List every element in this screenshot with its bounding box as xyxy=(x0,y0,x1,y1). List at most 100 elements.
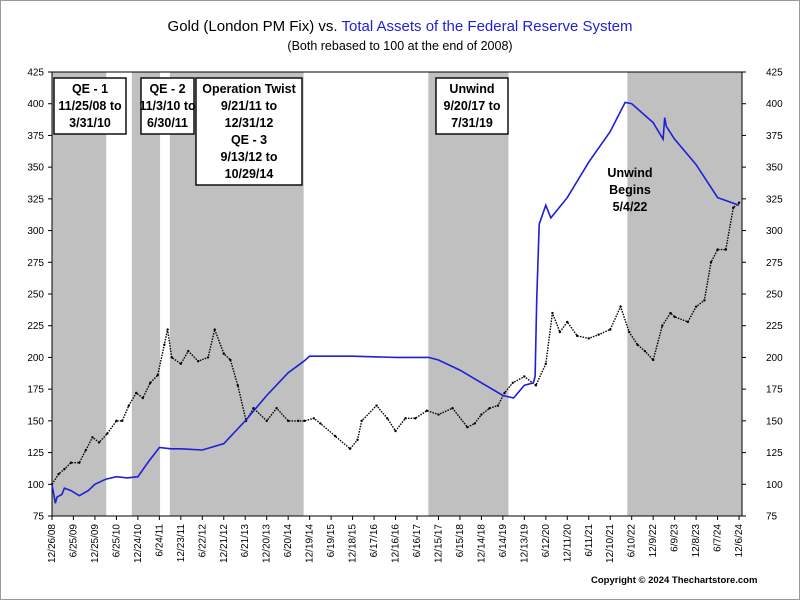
x-tick-label: 12/19/14 xyxy=(305,524,316,563)
annotation-text: 3/31/10 xyxy=(69,116,111,130)
x-tick-label: 6/9/23 xyxy=(670,524,681,552)
y-tick-label-left: 375 xyxy=(27,131,44,142)
annotation-text: Unwind xyxy=(607,166,652,180)
series-gold-point xyxy=(686,320,690,324)
annotation-text: Operation Twist xyxy=(202,82,296,96)
series-gold-point xyxy=(265,419,268,423)
series-gold-point xyxy=(222,352,225,355)
annotation-text: QE - 1 xyxy=(72,82,108,96)
series-gold-point xyxy=(437,413,440,416)
annotation-4: Unwind 9/20/17 to 7/31/19 xyxy=(435,77,509,135)
series-gold-point xyxy=(135,391,138,395)
series-gold-point xyxy=(451,406,454,410)
x-tick-label: 6/19/15 xyxy=(326,524,337,558)
series-gold-point xyxy=(488,406,491,410)
annotation-text: 5/4/22 xyxy=(613,200,648,214)
annotation-text: QE - 2 xyxy=(149,82,185,96)
series-gold-point xyxy=(558,330,562,334)
series-gold-point xyxy=(414,417,417,420)
series-gold-point xyxy=(166,328,169,331)
y-tick-label-left: 225 xyxy=(27,321,44,332)
series-gold-point xyxy=(120,419,124,423)
y-tick-label-left: 400 xyxy=(27,99,44,110)
series-gold-point xyxy=(694,305,698,308)
x-tick-label: 12/23/11 xyxy=(176,524,187,563)
series-gold-point xyxy=(360,419,363,423)
x-tick-label: 12/11/20 xyxy=(562,524,573,563)
series-gold-point xyxy=(57,472,60,476)
x-tick-label: 6/24/11 xyxy=(154,524,165,557)
annotation-text: 6/30/11 xyxy=(147,116,188,130)
y-tick-label-right: 350 xyxy=(766,163,783,174)
chart-subtitle: (Both rebased to 100 at the end of 2008) xyxy=(287,39,513,53)
x-tick-label: 6/7/24 xyxy=(713,524,724,552)
series-gold-point xyxy=(480,413,483,416)
series-gold-point xyxy=(63,467,66,471)
series-gold-point xyxy=(275,406,278,410)
series-gold-point xyxy=(229,358,232,362)
y-tick-label-left: 200 xyxy=(27,353,44,364)
series-gold-point xyxy=(170,356,173,359)
y-axis-left: 75 100 125 150 175 200 225 250 275 300 325 350 375 40… xyxy=(27,68,52,523)
series-gold-point xyxy=(127,404,130,407)
series-gold-point xyxy=(386,417,389,420)
annotation-text: Unwind xyxy=(449,82,494,96)
x-tick-label: 6/12/20 xyxy=(541,524,552,558)
y-tick-label-left: 75 xyxy=(33,512,45,523)
series-gold-point xyxy=(643,349,647,353)
annotation-text: 9/21/11 to xyxy=(221,99,278,113)
series-gold-point xyxy=(703,299,706,302)
series-gold-point xyxy=(334,434,337,438)
series-gold-point xyxy=(179,362,183,365)
x-tick-label: 6/20/14 xyxy=(283,524,294,558)
series-gold-point xyxy=(286,419,290,423)
series-gold-point xyxy=(106,432,109,435)
x-tick-label: 12/10/21 xyxy=(605,524,616,563)
annotation-text: 10/29/14 xyxy=(225,167,274,181)
series-gold-point xyxy=(673,315,676,319)
x-tick-label: 6/25/09 xyxy=(68,524,79,558)
shaded-period-2 xyxy=(131,72,161,516)
x-tick-label: 6/21/13 xyxy=(240,524,251,558)
x-tick-label: 12/18/15 xyxy=(348,524,359,563)
y-tick-label-left: 250 xyxy=(27,290,44,301)
chart-title-part-fed: Total Assets of the Federal Reserve Syst… xyxy=(341,18,633,35)
series-gold-point xyxy=(425,409,429,412)
shaded-period-1 xyxy=(52,72,107,516)
annotation-box xyxy=(195,77,303,186)
y-tick-label-right: 250 xyxy=(766,290,783,301)
series-gold-point xyxy=(115,419,118,423)
annotation-text: 9/13/12 to xyxy=(221,150,278,164)
copyright-note: Copyright © 2024 Thechartstore.com xyxy=(591,575,758,586)
series-gold-point xyxy=(544,362,548,365)
y-tick-label-right: 75 xyxy=(766,512,778,523)
y-tick-label-left: 275 xyxy=(27,258,44,269)
x-tick-label: 12/15/17 xyxy=(433,524,444,563)
annotation-box xyxy=(53,77,127,135)
series-gold-point xyxy=(69,461,73,464)
series-gold-point xyxy=(566,320,569,324)
y-tick-label-right: 300 xyxy=(766,226,783,237)
series-gold-point xyxy=(252,406,255,410)
series-gold-point xyxy=(97,441,101,444)
y-tick-label-right: 125 xyxy=(766,448,783,459)
series-gold-point xyxy=(206,356,210,359)
series-gold-point xyxy=(669,311,672,315)
series-gold-point xyxy=(661,324,664,327)
y-tick-label-right: 375 xyxy=(766,131,783,142)
y-tick-label-right: 200 xyxy=(766,353,783,364)
x-tick-label: 6/10/22 xyxy=(627,524,638,558)
y-tick-label-left: 325 xyxy=(27,194,44,205)
series-gold-point xyxy=(312,417,315,420)
series-gold-point xyxy=(394,429,397,433)
x-tick-label: 12/26/08 xyxy=(47,524,58,563)
series-gold-point xyxy=(651,358,655,362)
annotation-text: Begins xyxy=(609,183,651,197)
annotation-layer: QE - 1 11/25/08 to 3/31/10 QE - 2 11/3/10 to… xyxy=(53,77,653,214)
shaded-period-5 xyxy=(627,72,742,516)
y-tick-label-right: 100 xyxy=(766,480,783,491)
series-gold-point xyxy=(636,343,639,346)
series-gold-point xyxy=(732,206,735,209)
shaded-periods xyxy=(52,72,742,516)
x-tick-label: 12/6/24 xyxy=(734,524,745,558)
